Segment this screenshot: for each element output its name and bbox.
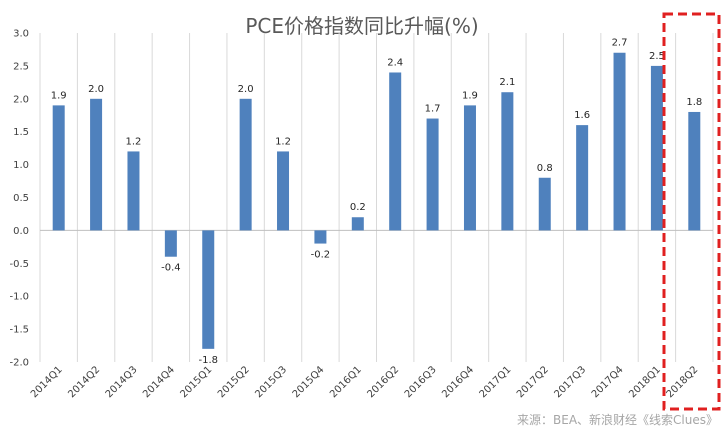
bar-2014Q2 [90, 98, 103, 231]
bar-2015Q2 [239, 98, 252, 231]
bar-2015Q3 [277, 151, 290, 231]
bar-2017Q2 [538, 177, 551, 231]
x-tick-label: 2015Q3 [253, 364, 289, 400]
bars-group: 1.9 2.0 1.2 -0.4 -1.8 2.0 1.2 -0.2 0.2 2.4 1.7 1.9 2… [51, 38, 703, 366]
x-tick-label: 2014Q1 [29, 364, 65, 400]
x-tick-label: 2017Q1 [478, 364, 514, 400]
x-tick-label: 2018Q1 [627, 364, 663, 400]
y-tick-label: -0.5 [9, 259, 29, 270]
bar-2018Q2 [688, 111, 701, 231]
x-tick-label: 2016Q2 [365, 364, 401, 400]
y-tick-label: 0.0 [13, 226, 29, 237]
y-tick-label: -1.5 [9, 325, 29, 336]
data-label: 1.7 [425, 104, 441, 115]
x-tick-label: 2014Q3 [104, 364, 140, 400]
data-label: 2.0 [238, 84, 254, 95]
x-tick-label: 2016Q3 [403, 364, 439, 400]
data-label: 2.7 [612, 38, 628, 49]
x-tick-label: 2018Q2 [665, 364, 701, 400]
y-tick-label: 1.0 [13, 160, 29, 171]
data-label: -0.2 [311, 250, 331, 261]
data-label: 2.4 [387, 57, 403, 68]
data-label: 2.0 [88, 84, 104, 95]
data-label: 0.8 [537, 163, 553, 174]
data-label: 1.9 [51, 90, 67, 101]
bar-2015Q4 [314, 230, 327, 244]
y-tick-label: 1.5 [13, 127, 29, 138]
data-label: 1.6 [574, 110, 590, 121]
bar-2016Q2 [389, 72, 402, 231]
x-tick-label: 2014Q2 [66, 364, 102, 400]
x-tick-label: 2014Q4 [141, 364, 177, 400]
bar-2014Q4 [164, 230, 177, 257]
y-tick-label: 2.0 [13, 94, 29, 105]
bar-2018Q1 [650, 65, 663, 231]
bar-2016Q4 [463, 105, 476, 231]
y-tick-label: 3.0 [13, 29, 29, 40]
bar-2017Q1 [501, 92, 514, 231]
bar-2017Q4 [613, 52, 626, 231]
x-tick-label: 2017Q4 [590, 364, 626, 400]
data-label: 1.2 [126, 136, 142, 147]
data-label: 1.2 [275, 136, 291, 147]
x-axis: 2014Q1 2014Q2 2014Q3 2014Q4 2015Q1 2015Q2 2015… [29, 364, 700, 400]
x-tick-label: 2015Q4 [291, 364, 327, 400]
bar-2016Q1 [351, 217, 364, 231]
y-tick-label: 2.5 [13, 61, 29, 72]
x-tick-label: 2017Q3 [552, 364, 588, 400]
grid-lines [39, 33, 714, 362]
x-tick-label: 2016Q4 [440, 364, 476, 400]
chart-title: PCE价格指数同比升幅(%) [245, 14, 478, 38]
bar-2014Q3 [127, 151, 140, 231]
y-tick-label: -2.0 [9, 358, 29, 369]
y-tick-label: -1.0 [9, 292, 29, 303]
bar-2014Q1 [52, 105, 65, 231]
data-label: -1.8 [198, 355, 218, 366]
bar-2017Q3 [576, 125, 589, 231]
data-label: 1.8 [686, 97, 702, 108]
data-label: 0.2 [350, 202, 366, 213]
bar-2015Q1 [202, 230, 215, 349]
y-axis: 3.0 2.5 2.0 1.5 1.0 0.5 0.0 -0.5 -1.0 -1.5 -2.0 [9, 29, 29, 369]
highlight-box [662, 12, 721, 411]
x-tick-label: 2015Q1 [179, 364, 215, 400]
data-label: 2.1 [499, 77, 515, 88]
data-label: 2.5 [649, 51, 665, 62]
source-note: 来源：BEA、新浪财经《线索Clues》 [517, 412, 718, 427]
y-tick-label: 0.5 [13, 193, 29, 204]
x-tick-label: 2015Q2 [216, 364, 252, 400]
x-tick-label: 2016Q1 [328, 364, 364, 400]
data-label: -0.4 [161, 263, 181, 274]
bar-2016Q3 [426, 118, 439, 231]
data-label: 1.9 [462, 90, 478, 101]
x-tick-label: 2017Q2 [515, 364, 551, 400]
